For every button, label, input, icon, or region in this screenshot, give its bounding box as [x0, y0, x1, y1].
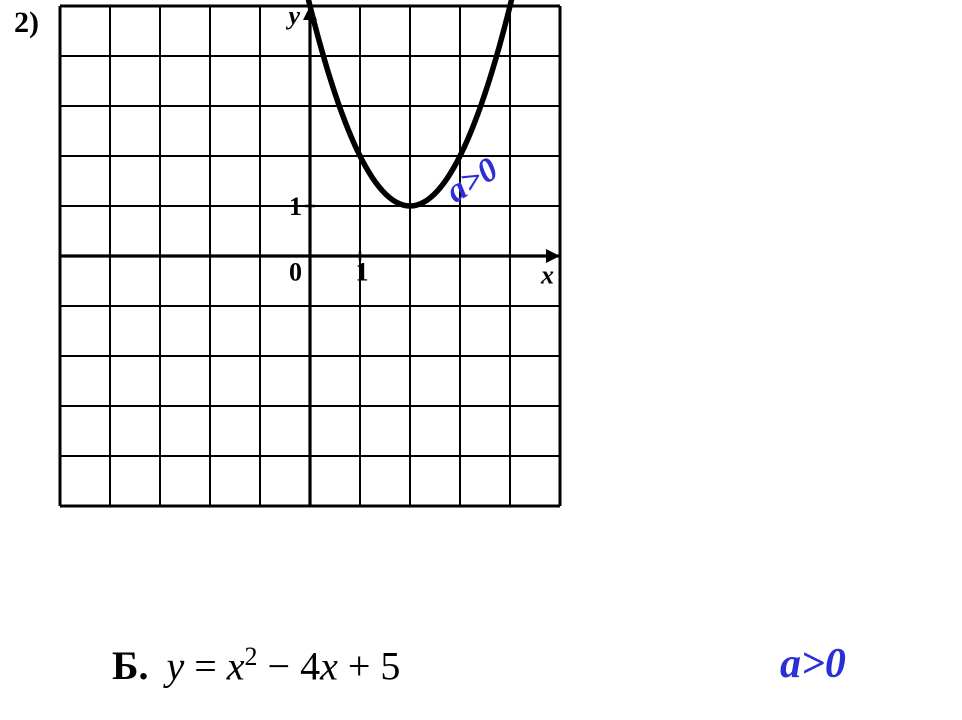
coordinate-plot: 011yxa>0: [60, 6, 560, 506]
equation-x: x: [227, 643, 245, 688]
problem-number: 2): [14, 6, 39, 40]
equation: y = x2 − 4x + 5: [166, 642, 400, 689]
svg-text:0: 0: [289, 258, 302, 287]
equation-x2: x: [320, 643, 338, 688]
equation-plus: + 5: [338, 643, 401, 688]
svg-text:1: 1: [289, 192, 302, 221]
formula-row: Б. y = x2 − 4x + 5: [112, 642, 400, 689]
answer-letter: Б.: [112, 642, 148, 689]
plot-annotation-a-gt-0: a>0: [440, 151, 505, 211]
equation-y: y: [166, 643, 184, 688]
svg-text:1: 1: [356, 258, 369, 287]
plot-container: 011yxa>0: [60, 6, 560, 511]
equation-eq: =: [184, 643, 227, 688]
equation-sq: 2: [245, 642, 258, 671]
svg-text:y: y: [285, 1, 300, 30]
equation-minus: − 4: [258, 643, 321, 688]
annotation-a-gt-0: a>0: [780, 640, 846, 688]
svg-text:x: x: [540, 260, 554, 289]
